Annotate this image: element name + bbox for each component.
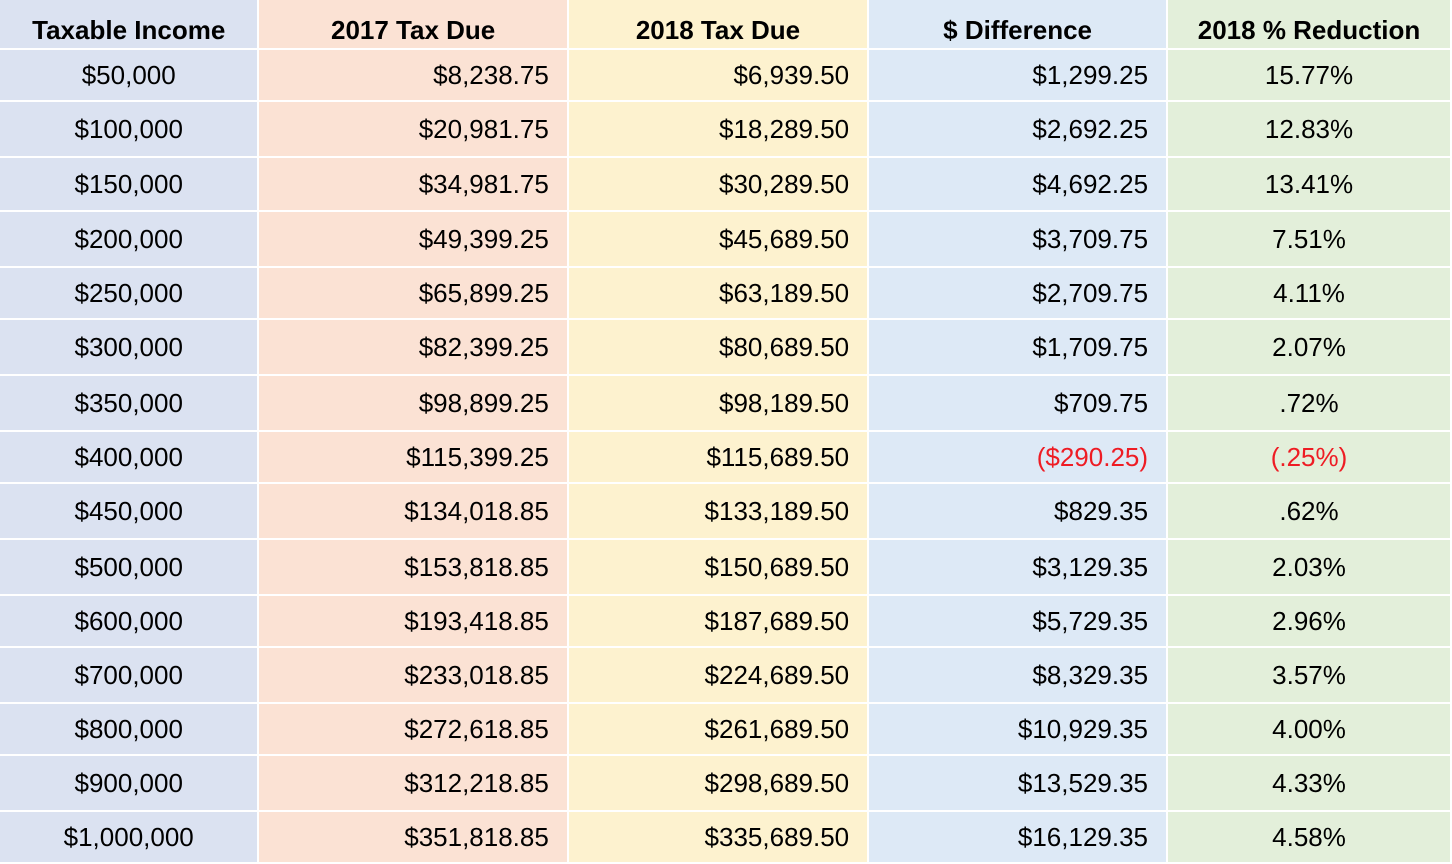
table-row: $100,000 $20,981.75 $18,289.50 $2,692.25 12.… bbox=[0, 101, 1452, 158]
cell-dollar-difference: ($290.25) bbox=[868, 431, 1169, 484]
table-row: $900,000 $312,218.85 $298,689.50 $13,529.35… bbox=[0, 755, 1452, 812]
cell-2018-tax-due: $133,189.50 bbox=[567, 483, 870, 540]
cell-2017-tax-due: $134,018.85 bbox=[258, 483, 569, 540]
cell-2018-tax-due: $6,939.50 bbox=[567, 49, 870, 102]
cell-2018-tax-due: $187,689.50 bbox=[567, 595, 870, 648]
cell-taxable-income: $250,000 bbox=[0, 267, 260, 320]
cell-2017-tax-due: $193,418.85 bbox=[258, 595, 569, 648]
cell-taxable-income: $450,000 bbox=[0, 483, 260, 540]
cell-dollar-difference: $8,329.35 bbox=[868, 647, 1169, 704]
cell-taxable-income: $350,000 bbox=[0, 375, 260, 432]
cell-2017-tax-due: $312,218.85 bbox=[258, 755, 569, 812]
cell-2017-tax-due: $115,399.25 bbox=[258, 431, 569, 484]
cell-taxable-income: $500,000 bbox=[0, 539, 260, 596]
cell-percent-reduction: 4.58% bbox=[1167, 811, 1452, 864]
cell-percent-reduction: 2.07% bbox=[1167, 319, 1452, 376]
cell-2018-tax-due: $80,689.50 bbox=[567, 319, 870, 376]
table-row: $450,000 $134,018.85 $133,189.50 $829.35.62… bbox=[0, 483, 1452, 540]
cell-taxable-income: $900,000 bbox=[0, 755, 260, 812]
table-row: $200,000 $49,399.25 $45,689.50 $3,709.75 7.5… bbox=[0, 211, 1452, 268]
table-row: $600,000 $193,418.85 $187,689.50 $5,729.35 2… bbox=[0, 595, 1452, 648]
cell-2018-tax-due: $30,289.50 bbox=[567, 157, 870, 212]
header-row: Taxable Income 2017 Tax Due 2018 Tax Due… bbox=[0, 0, 1452, 50]
cell-2017-tax-due: $65,899.25 bbox=[258, 267, 569, 320]
table-row: $800,000 $272,618.85 $261,689.50 $10,929.35… bbox=[0, 703, 1452, 756]
table-row: $400,000 $115,399.25 $115,689.50 ($290.25)(… bbox=[0, 431, 1452, 484]
cell-taxable-income: $700,000 bbox=[0, 647, 260, 704]
cell-percent-reduction: 4.11% bbox=[1167, 267, 1452, 320]
cell-2017-tax-due: $8,238.75 bbox=[258, 49, 569, 102]
cell-2018-tax-due: $261,689.50 bbox=[567, 703, 870, 756]
table-row: $250,000 $65,899.25 $63,189.50 $2,709.75 4.1… bbox=[0, 267, 1452, 320]
cell-2017-tax-due: $34,981.75 bbox=[258, 157, 569, 212]
cell-percent-reduction: 13.41% bbox=[1167, 157, 1452, 212]
table-row: $1,000,000 $351,818.85 $335,689.50 $16,129.… bbox=[0, 811, 1452, 864]
cell-2017-tax-due: $153,818.85 bbox=[258, 539, 569, 596]
cell-percent-reduction: 15.77% bbox=[1167, 49, 1452, 102]
table-row: $700,000 $233,018.85 $224,689.50 $8,329.35 3… bbox=[0, 647, 1452, 704]
cell-dollar-difference: $829.35 bbox=[868, 483, 1169, 540]
cell-dollar-difference: $10,929.35 bbox=[868, 703, 1169, 756]
cell-dollar-difference: $1,709.75 bbox=[868, 319, 1169, 376]
cell-percent-reduction: 2.03% bbox=[1167, 539, 1452, 596]
cell-2017-tax-due: $98,899.25 bbox=[258, 375, 569, 432]
table-header: Taxable Income 2017 Tax Due 2018 Tax Due… bbox=[0, 0, 1452, 50]
cell-taxable-income: $50,000 bbox=[0, 49, 260, 102]
cell-2017-tax-due: $351,818.85 bbox=[258, 811, 569, 864]
header-dollar-difference: $ Difference bbox=[868, 0, 1169, 50]
table-row: $350,000 $98,899.25 $98,189.50 $709.75.72% bbox=[0, 375, 1452, 432]
cell-dollar-difference: $3,129.35 bbox=[868, 539, 1169, 596]
cell-dollar-difference: $3,709.75 bbox=[868, 211, 1169, 268]
cell-percent-reduction: 12.83% bbox=[1167, 101, 1452, 158]
cell-2018-tax-due: $98,189.50 bbox=[567, 375, 870, 432]
cell-dollar-difference: $5,729.35 bbox=[868, 595, 1169, 648]
cell-percent-reduction: (.25%) bbox=[1167, 431, 1452, 484]
table-body: $50,000 $8,238.75 $6,939.50 $1,299.25 15.77%… bbox=[0, 49, 1452, 864]
table-row: $50,000 $8,238.75 $6,939.50 $1,299.25 15.77% bbox=[0, 49, 1452, 102]
header-2018-tax-due: 2018 Tax Due bbox=[567, 0, 870, 50]
cell-dollar-difference: $709.75 bbox=[868, 375, 1169, 432]
table-row: $300,000 $82,399.25 $80,689.50 $1,709.75 2.0… bbox=[0, 319, 1452, 376]
cell-percent-reduction: .62% bbox=[1167, 483, 1452, 540]
cell-2018-tax-due: $115,689.50 bbox=[567, 431, 870, 484]
cell-percent-reduction: 4.00% bbox=[1167, 703, 1452, 756]
header-taxable-income: Taxable Income bbox=[0, 0, 260, 50]
table-row: $150,000 $34,981.75 $30,289.50 $4,692.25 13.… bbox=[0, 157, 1452, 212]
cell-percent-reduction: 4.33% bbox=[1167, 755, 1452, 812]
cell-percent-reduction: 2.96% bbox=[1167, 595, 1452, 648]
cell-taxable-income: $600,000 bbox=[0, 595, 260, 648]
cell-dollar-difference: $1,299.25 bbox=[868, 49, 1169, 102]
cell-2018-tax-due: $45,689.50 bbox=[567, 211, 870, 268]
cell-taxable-income: $200,000 bbox=[0, 211, 260, 268]
cell-taxable-income: $150,000 bbox=[0, 157, 260, 212]
cell-percent-reduction: .72% bbox=[1167, 375, 1452, 432]
cell-2017-tax-due: $82,399.25 bbox=[258, 319, 569, 376]
cell-2017-tax-due: $272,618.85 bbox=[258, 703, 569, 756]
cell-2018-tax-due: $18,289.50 bbox=[567, 101, 870, 158]
cell-2018-tax-due: $63,189.50 bbox=[567, 267, 870, 320]
cell-2017-tax-due: $233,018.85 bbox=[258, 647, 569, 704]
cell-taxable-income: $1,000,000 bbox=[0, 811, 260, 864]
header-percent-reduction: 2018 % Reduction bbox=[1167, 0, 1452, 50]
header-2017-tax-due: 2017 Tax Due bbox=[258, 0, 569, 50]
cell-percent-reduction: 7.51% bbox=[1167, 211, 1452, 268]
cell-dollar-difference: $4,692.25 bbox=[868, 157, 1169, 212]
cell-dollar-difference: $13,529.35 bbox=[868, 755, 1169, 812]
cell-taxable-income: $400,000 bbox=[0, 431, 260, 484]
table-row: $500,000 $153,818.85 $150,689.50 $3,129.35 2… bbox=[0, 539, 1452, 596]
cell-taxable-income: $800,000 bbox=[0, 703, 260, 756]
cell-2018-tax-due: $298,689.50 bbox=[567, 755, 870, 812]
cell-percent-reduction: 3.57% bbox=[1167, 647, 1452, 704]
cell-2018-tax-due: $150,689.50 bbox=[567, 539, 870, 596]
cell-2018-tax-due: $224,689.50 bbox=[567, 647, 870, 704]
cell-2017-tax-due: $20,981.75 bbox=[258, 101, 569, 158]
cell-taxable-income: $300,000 bbox=[0, 319, 260, 376]
cell-2018-tax-due: $335,689.50 bbox=[567, 811, 870, 864]
cell-dollar-difference: $16,129.35 bbox=[868, 811, 1169, 864]
cell-dollar-difference: $2,692.25 bbox=[868, 101, 1169, 158]
cell-dollar-difference: $2,709.75 bbox=[868, 267, 1169, 320]
cell-2017-tax-due: $49,399.25 bbox=[258, 211, 569, 268]
cell-taxable-income: $100,000 bbox=[0, 101, 260, 158]
